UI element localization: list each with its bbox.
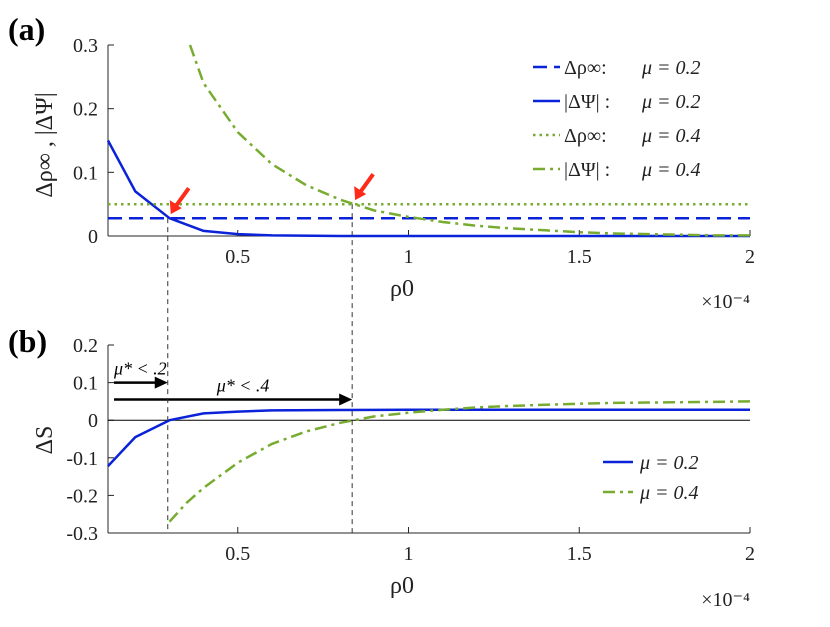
panel-a-legend-value: μ = 0.4 xyxy=(641,159,701,181)
panel-b-y-tick-label: -0.3 xyxy=(66,523,98,545)
panel-a-legend-value: μ = 0.2 xyxy=(641,57,701,79)
panel-b-series-line xyxy=(107,408,750,467)
crossing-marker-arrow-head xyxy=(169,200,182,215)
panel-b-x-tick-label: 1.5 xyxy=(567,543,592,565)
panel-a-legend-label: |ΔΨ| : xyxy=(564,159,610,181)
panel-b: (b) ΔS ρ0 ×10⁻⁴ -0.3 -0.2 -0.1 0 0.1 0.2 0.5 1 1… xyxy=(8,323,755,611)
panel-a-y-axis-label: Δρ∞ , |ΔΨ| xyxy=(32,92,58,197)
panel-a-legend-label: |ΔΨ| : xyxy=(564,91,610,113)
crossing-marker-arrow-head xyxy=(354,186,367,201)
panel-a-x-tick-label: 2 xyxy=(745,246,755,268)
panel-a-y-tick-label: 0.3 xyxy=(73,35,98,57)
panel-a-label: (a) xyxy=(8,11,45,47)
panel-a-x-axis-label: ρ0 xyxy=(390,276,414,302)
panel-b-legend-label: μ = 0.2 xyxy=(639,452,699,474)
panel-b-series-line xyxy=(168,400,751,523)
panel-a-legend-value: μ = 0.2 xyxy=(641,91,701,113)
panel-a-legend-label: Δρ∞: xyxy=(564,125,607,147)
panel-a-series-line xyxy=(106,139,750,238)
annotation-label: μ* < .4 xyxy=(216,376,270,396)
panel-a-y-tick-label: 0.1 xyxy=(73,162,98,184)
panel-a-x-tick-label: 0.5 xyxy=(225,246,250,268)
panel-a-legend-label: Δρ∞: xyxy=(564,57,607,79)
panel-b-x-tick-label: 2 xyxy=(745,543,755,565)
annotation-label: μ* < .2 xyxy=(113,359,167,379)
panel-b-y-tick-label: 0 xyxy=(88,410,98,432)
panel-b-x-axis-label: ρ0 xyxy=(390,573,414,599)
panel-b-label: (b) xyxy=(8,323,47,359)
panel-a: (a) Δρ∞ , |ΔΨ| ρ0 ×10⁻⁴ 0 0.1 0.2 0.3 0.5 1 1.… xyxy=(8,11,755,313)
panel-a-x-multiplier: ×10⁻⁴ xyxy=(701,291,750,313)
crossing-marker-arrow-shaft xyxy=(174,187,191,208)
annotation-arrow-head xyxy=(339,393,353,406)
panel-b-y-axis-label: ΔS xyxy=(32,426,58,455)
panel-b-legend-label: μ = 0.4 xyxy=(639,482,699,504)
panel-a-legend-value: μ = 0.4 xyxy=(641,125,701,147)
annotation-arrow-head xyxy=(154,376,168,389)
panel-a-y-tick-label: 0 xyxy=(88,226,98,248)
panel-b-y-tick-label: -0.1 xyxy=(66,448,98,470)
panel-b-x-tick-label: 0.5 xyxy=(225,543,250,565)
panel-b-y-tick-label: 0.2 xyxy=(73,335,98,357)
panel-a-y-tick-label: 0.2 xyxy=(73,99,98,121)
panel-b-x-multiplier: ×10⁻⁴ xyxy=(701,589,750,611)
crossing-marker-arrow xyxy=(169,187,191,215)
panel-b-x-tick-label: 1 xyxy=(404,543,414,565)
panel-a-x-tick-label: 1.5 xyxy=(567,246,592,268)
panel-b-y-tick-label: -0.2 xyxy=(66,485,98,507)
crossing-marker-arrow xyxy=(354,172,375,201)
panel-a-x-tick-label: 1 xyxy=(404,246,414,268)
panel-b-y-tick-label: 0.1 xyxy=(73,373,98,395)
crossing-marker-arrow-shaft xyxy=(358,172,375,194)
